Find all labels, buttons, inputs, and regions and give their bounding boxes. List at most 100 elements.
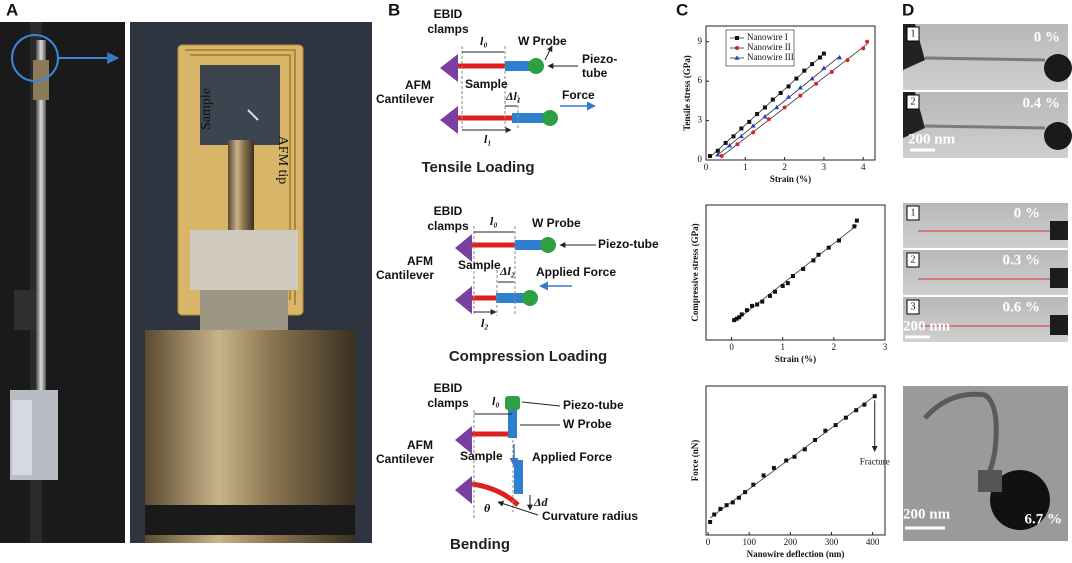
tem-tensile: 1 0 % 2 0.4 % 200 nm [903,24,1072,158]
data-point [780,284,785,288]
diagram-label: l₀ [492,394,500,408]
x-tick-label: 2 [832,342,837,352]
data-point [774,104,780,110]
legend-label: Nanowire I [747,32,788,42]
x-axis-label: Nanowire deflection (nm) [747,549,845,559]
legend-marker [735,46,739,50]
data-point [735,142,740,147]
diagram-label: Piezo- [582,52,617,66]
data-point [771,465,776,470]
data-point [861,46,866,51]
diagram-label: tube [582,66,608,80]
x-axis-label: Strain (%) [775,354,816,364]
strain-label: 0.4 % [1023,95,1061,111]
data-point [811,258,816,263]
strain-label: 0 % [1014,205,1040,221]
panel-label: B [388,0,400,19]
data-point [784,458,789,463]
legend-label: Nanowire III [747,52,794,62]
data-point [794,76,799,81]
diagram-label: l₀ [480,34,488,48]
x-tick-label: 0 [704,162,709,172]
scale-bar-label: 200 nm [908,131,956,147]
data-point [750,303,755,308]
frame-index: 3 [911,301,916,312]
data-point [723,140,728,145]
diagram-label: AFM [405,78,431,92]
data-point [755,302,760,307]
data-point [872,394,877,399]
data-point [773,289,778,294]
data-point [798,93,803,98]
x-tick-label: 100 [742,537,756,547]
x-tick-label: 400 [866,537,880,547]
data-point [814,81,819,86]
data-point [809,75,815,81]
x-axis-label: Strain (%) [770,174,811,184]
data-point [715,152,721,157]
y-tick-label: 0 [698,154,703,164]
diagram-label: Δd [533,495,549,509]
data-point [816,252,821,257]
tem-compression: 1 0 % 2 0.3 % 3 0.6 % 200 nm [903,203,1068,342]
fit-line [717,55,840,156]
diagram-label: clamps [427,22,469,36]
data-point [750,123,756,128]
diagram-label: Curvature radius [542,509,638,523]
frame-index: 2 [911,254,916,265]
x-tick-label: 300 [825,537,839,547]
diagram-label: θ [484,501,491,515]
plot-frame [705,25,876,161]
data-point [792,454,797,459]
diagram-tensile: EBID clamps l₀ W Probe Piezo- tube AFM C… [376,7,617,176]
legend-marker [734,55,740,60]
data-point [813,438,818,443]
y-tick-label: 9 [698,36,703,46]
data-point [865,39,870,44]
data-point [821,51,826,56]
data-point [854,408,859,413]
data-point [707,154,712,159]
data-point [761,473,766,478]
data-point [751,130,756,135]
diagram-label: AFM [407,438,433,452]
diagram-label: Sample [465,77,508,91]
data-point [862,402,867,407]
data-point [730,500,735,505]
data-point [786,84,791,89]
data-point [802,447,807,452]
data-point [836,238,841,243]
diagram-label: l₂ [481,316,489,330]
data-point [744,308,749,313]
tem-bending: 200 nm 6.7 % [903,386,1068,541]
legend-marker [735,36,739,40]
y-axis-label: Compressive stress (GPa) [690,223,700,321]
data-point [760,299,765,304]
diagram-label: Cantilever [376,92,434,106]
y-tick-label: 6 [698,75,703,85]
diagram-label: l₀ [490,214,498,228]
x-tick-label: 1 [743,162,748,172]
diagram-label: l₁ [484,132,492,146]
frame-index: 1 [911,28,916,39]
fit-line [709,395,875,519]
diagram-label: W Probe [563,417,612,431]
data-point [782,105,787,110]
fit-line [733,224,858,323]
data-point [715,148,720,153]
diagram-label: clamps [427,396,469,410]
data-point [739,126,744,131]
data-point [767,293,772,298]
photo-holder [0,22,125,543]
data-point [843,415,848,420]
data-point [755,112,760,117]
legend-label: Nanowire II [747,42,791,52]
diagram-label: EBID [434,204,463,218]
diagram-label: Cantilever [376,268,434,282]
data-point [731,134,736,139]
plot-frame [705,385,886,536]
x-tick-label: 3 [822,162,827,172]
diagram-label: Force [562,88,595,102]
diagram-label: W Probe [532,216,581,230]
data-point [734,316,739,321]
